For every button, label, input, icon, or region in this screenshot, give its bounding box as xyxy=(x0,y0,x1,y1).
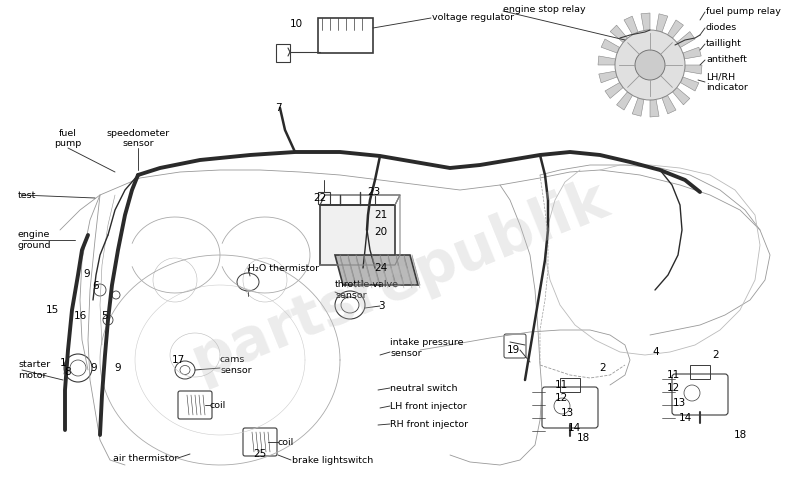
Text: 11: 11 xyxy=(666,370,680,380)
Text: 7: 7 xyxy=(274,103,282,113)
Polygon shape xyxy=(641,13,650,30)
Text: RH front injector: RH front injector xyxy=(390,419,468,428)
Text: engine
ground: engine ground xyxy=(18,230,51,250)
Text: neutral switch: neutral switch xyxy=(390,384,458,392)
Polygon shape xyxy=(617,92,633,110)
Text: test: test xyxy=(18,191,36,199)
Polygon shape xyxy=(601,39,620,53)
Text: 25: 25 xyxy=(254,449,266,459)
Text: H₂O thermistor: H₂O thermistor xyxy=(248,264,319,272)
Polygon shape xyxy=(685,65,702,74)
Text: 3: 3 xyxy=(378,301,384,311)
Circle shape xyxy=(615,30,685,100)
Text: 9: 9 xyxy=(114,363,122,373)
Circle shape xyxy=(635,50,665,80)
Text: antitheft: antitheft xyxy=(706,55,747,65)
Text: intake pressure
sensor: intake pressure sensor xyxy=(390,338,463,358)
Text: 6: 6 xyxy=(93,281,99,291)
Text: fuel
pump: fuel pump xyxy=(54,128,82,148)
Polygon shape xyxy=(656,14,668,32)
Text: 10: 10 xyxy=(290,19,302,29)
Polygon shape xyxy=(673,88,690,105)
Text: 11: 11 xyxy=(554,380,568,390)
Polygon shape xyxy=(605,82,623,98)
Polygon shape xyxy=(624,16,638,35)
Text: taillight: taillight xyxy=(706,40,742,49)
Polygon shape xyxy=(667,20,683,38)
Text: coil: coil xyxy=(210,400,226,410)
Text: throttle-valve
sensor: throttle-valve sensor xyxy=(335,280,399,300)
Polygon shape xyxy=(598,56,615,65)
Polygon shape xyxy=(683,47,702,59)
Text: diodes: diodes xyxy=(706,24,738,32)
Polygon shape xyxy=(598,71,617,83)
Text: 21: 21 xyxy=(374,210,388,220)
Text: speedometer
sensor: speedometer sensor xyxy=(106,128,170,148)
Polygon shape xyxy=(677,31,695,48)
Text: 1: 1 xyxy=(60,358,66,368)
FancyBboxPatch shape xyxy=(320,205,395,265)
Text: 19: 19 xyxy=(506,345,520,355)
Text: partsrepublik: partsrepublik xyxy=(183,170,617,390)
Text: fuel pump relay: fuel pump relay xyxy=(706,7,781,17)
Text: brake lightswitch: brake lightswitch xyxy=(292,456,374,465)
Text: LH/RH
indicator: LH/RH indicator xyxy=(706,73,748,92)
Text: 22: 22 xyxy=(314,193,326,203)
Text: 9: 9 xyxy=(90,363,98,373)
Text: 13: 13 xyxy=(672,398,686,408)
Text: air thermistor: air thermistor xyxy=(113,454,178,463)
Text: 20: 20 xyxy=(374,227,387,237)
Polygon shape xyxy=(662,96,676,114)
Text: 24: 24 xyxy=(374,263,388,273)
Text: 12: 12 xyxy=(666,383,680,393)
Text: cams
sensor: cams sensor xyxy=(220,355,252,375)
Text: 9: 9 xyxy=(84,269,90,279)
Text: 12: 12 xyxy=(554,393,568,403)
Text: 5: 5 xyxy=(101,311,107,321)
Polygon shape xyxy=(650,99,659,117)
Text: 4: 4 xyxy=(653,347,659,357)
Text: 17: 17 xyxy=(171,355,185,365)
Text: 14: 14 xyxy=(678,413,692,423)
Text: 13: 13 xyxy=(560,408,574,418)
Text: starter
motor: starter motor xyxy=(18,360,50,380)
Text: coil: coil xyxy=(278,438,294,446)
Text: 15: 15 xyxy=(46,305,58,315)
Polygon shape xyxy=(632,98,644,116)
Polygon shape xyxy=(680,77,699,91)
Text: 2: 2 xyxy=(713,350,719,360)
Text: 8: 8 xyxy=(65,367,71,377)
Text: 2: 2 xyxy=(600,363,606,373)
Text: 14: 14 xyxy=(567,423,581,433)
Text: 18: 18 xyxy=(576,433,590,443)
Text: 18: 18 xyxy=(734,430,746,440)
Polygon shape xyxy=(335,255,418,285)
Text: engine stop relay: engine stop relay xyxy=(503,5,586,15)
Text: voltage regulator: voltage regulator xyxy=(432,14,514,23)
Text: LH front injector: LH front injector xyxy=(390,401,466,411)
Text: 16: 16 xyxy=(74,311,86,321)
Polygon shape xyxy=(610,25,627,43)
Text: 23: 23 xyxy=(367,187,381,197)
